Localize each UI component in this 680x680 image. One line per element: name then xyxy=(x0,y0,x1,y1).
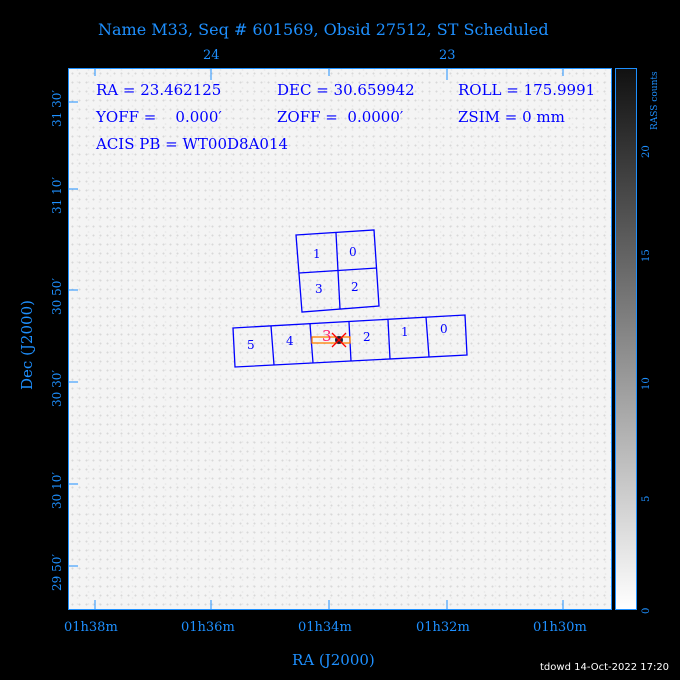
colorbar-label: RASS counts xyxy=(650,71,660,130)
chip-label: 1 xyxy=(313,247,321,261)
acis-pb-value: ACIS PB = WT00D8A014 xyxy=(96,135,289,153)
x-tick-label: 01h32m xyxy=(416,620,470,635)
colorbar-tick: 15 xyxy=(641,249,652,262)
colorbar xyxy=(615,68,637,610)
chip-label: 0 xyxy=(349,245,357,259)
top-tick-label: 24 xyxy=(203,48,220,63)
chip-label: 2 xyxy=(351,280,359,294)
sky-image: 1 0 3 2 5 4 3 2 1 0 RA = 23.462125 DEC =… xyxy=(68,68,612,610)
ra-value: RA = 23.462125 xyxy=(96,81,222,99)
y-tick-label: 30 30′ xyxy=(50,369,64,407)
grating-arm xyxy=(311,336,351,344)
y-tick-label: 30 50′ xyxy=(50,277,64,315)
zoff-value: ZOFF = 0.0000′ xyxy=(277,108,404,126)
chip-label: 2 xyxy=(363,330,371,344)
yoff-value: YOFF = 0.000′ xyxy=(96,108,222,126)
plot-title: Name M33, Seq # 601569, Obsid 27512, ST … xyxy=(98,20,549,39)
y-tick-label: 30 10′ xyxy=(50,471,64,509)
x-tick-label: 01h30m xyxy=(533,620,587,635)
i-array-outline xyxy=(295,229,380,313)
chip-overlay: 1 0 3 2 5 4 3 2 1 0 xyxy=(68,68,564,610)
x-tick-label: 01h38m xyxy=(64,620,118,635)
colorbar-tick: 0 xyxy=(641,607,652,614)
y-axis-label: Dec (J2000) xyxy=(18,300,36,390)
colorbar-tick: 10 xyxy=(641,377,652,390)
top-tick-label: 23 xyxy=(439,48,456,63)
zsim-value: ZSIM = 0 mm xyxy=(458,108,565,126)
aimpoint-icon xyxy=(331,332,347,348)
x-tick-label: 01h36m xyxy=(181,620,235,635)
footer-stamp: tdowd 14-Oct-2022 17:20 xyxy=(540,662,670,673)
dec-value: DEC = 30.659942 xyxy=(277,81,415,99)
chip-label: 5 xyxy=(247,338,255,352)
colorbar-tick: 5 xyxy=(641,495,652,502)
chip-label: 3 xyxy=(315,282,323,296)
roll-value: ROLL = 175.9991 xyxy=(458,81,596,99)
s-array-outline xyxy=(232,314,468,368)
y-tick-label: 29 50′ xyxy=(50,553,64,591)
x-tick-label: 01h34m xyxy=(298,620,352,635)
colorbar-tick: 20 xyxy=(641,145,652,158)
chip-label: 4 xyxy=(286,334,294,348)
chip-label: 1 xyxy=(401,325,409,339)
chip-label: 0 xyxy=(440,322,448,336)
y-tick-label: 31 30′ xyxy=(50,89,64,127)
x-axis-label: RA (J2000) xyxy=(292,651,375,669)
y-tick-label: 31 10′ xyxy=(50,176,64,214)
chip-label-aimpoint: 3 xyxy=(322,327,332,345)
